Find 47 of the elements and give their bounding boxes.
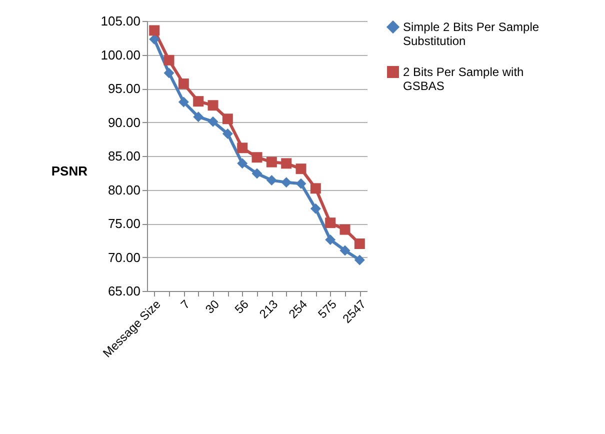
point (340, 245, 350, 256)
point (266, 156, 277, 168)
point (193, 96, 204, 107)
point (340, 224, 350, 235)
point (354, 238, 365, 249)
point (222, 128, 233, 139)
point (325, 218, 336, 228)
x-tick-label: 30 (202, 296, 222, 316)
y-tick-label: 105.00 (100, 14, 140, 28)
point (149, 25, 160, 36)
point (281, 177, 292, 188)
point (252, 152, 262, 163)
point (164, 54, 174, 66)
y-tick-label: 80.00 (108, 182, 140, 198)
x-tick-label: 575 (315, 296, 340, 322)
point (310, 203, 321, 214)
x-tick-label: 7 (178, 296, 193, 312)
point (222, 114, 233, 124)
y-tick-label: 75.00 (108, 216, 140, 231)
legend-label: Simple 2 Bits Per Sample Substitution (403, 20, 540, 48)
point (252, 168, 262, 179)
x-tick-label: 213 (256, 296, 281, 322)
point (178, 96, 189, 108)
y-tick-label: 95.00 (108, 81, 140, 96)
y-tick-label: 100.00 (100, 47, 140, 62)
point (281, 158, 292, 169)
point (208, 116, 218, 127)
y-tick-label: 90.00 (108, 114, 140, 130)
point (208, 100, 218, 111)
point (193, 112, 204, 122)
point (178, 78, 189, 90)
y-tick-label: 65.00 (108, 284, 140, 298)
point (354, 254, 365, 266)
y-tick-label: 70.00 (108, 250, 140, 265)
point (266, 175, 277, 186)
x-tick-label: 254 (286, 296, 310, 322)
point (237, 158, 248, 169)
y-tick-label: 85.00 (108, 148, 140, 164)
point (296, 164, 306, 174)
x-tick-label: 56 (232, 296, 252, 316)
point (325, 234, 336, 245)
point (164, 68, 174, 78)
legend-label: 2 Bits Per Sample with GSBAS (403, 65, 524, 93)
point (296, 178, 306, 189)
point (310, 183, 321, 194)
y-axis-title: PSNR (51, 164, 88, 178)
point (237, 142, 248, 154)
